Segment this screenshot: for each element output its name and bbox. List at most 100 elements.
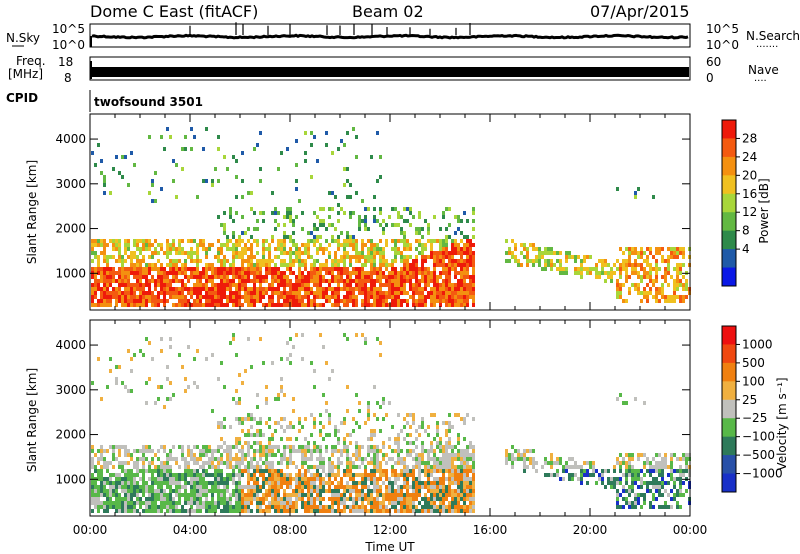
heatmap-cell — [169, 449, 172, 453]
heatmap-cell — [418, 271, 421, 275]
heatmap-cell — [100, 271, 103, 275]
heatmap-cell — [232, 251, 235, 255]
heatmap-cell — [376, 509, 379, 513]
heatmap-cell — [580, 481, 583, 485]
heatmap-cell — [355, 445, 358, 449]
heatmap-cell — [310, 299, 313, 303]
heatmap-cell — [304, 151, 307, 155]
heatmap-cell — [433, 493, 436, 497]
heatmap-cell — [394, 441, 397, 445]
heatmap-cell — [448, 251, 451, 255]
heatmap-cell — [268, 505, 271, 509]
heatmap-cell — [454, 231, 457, 235]
heatmap-cell — [163, 405, 166, 409]
heatmap-cell — [298, 295, 301, 299]
heatmap-cell — [430, 271, 433, 275]
heatmap-cell — [163, 489, 166, 493]
heatmap-cell — [433, 303, 436, 307]
heatmap-cell — [403, 485, 406, 489]
heatmap-cell — [427, 267, 430, 271]
heatmap-cell — [457, 493, 460, 497]
heatmap-cell — [154, 247, 157, 251]
heatmap-cell — [379, 473, 382, 477]
heatmap-cell — [517, 453, 520, 457]
heatmap-cell — [448, 461, 451, 465]
heatmap-cell — [622, 505, 625, 509]
heatmap-cell — [121, 279, 124, 283]
heatmap-cell — [193, 275, 196, 279]
heatmap-cell — [409, 453, 412, 457]
heatmap-cell — [640, 453, 643, 457]
heatmap-cell — [442, 489, 445, 493]
heatmap-cell — [661, 295, 664, 299]
heatmap-cell — [352, 239, 355, 243]
heatmap-cell — [412, 267, 415, 271]
heatmap-cell — [307, 247, 310, 251]
heatmap-cell — [271, 477, 274, 481]
heatmap-cell — [637, 251, 640, 255]
heatmap-cell — [163, 449, 166, 453]
heatmap-cell — [235, 211, 238, 215]
heatmap-cell — [277, 287, 280, 291]
heatmap-cell — [619, 461, 622, 465]
heatmap-cell — [121, 445, 124, 449]
heatmap-cell — [631, 457, 634, 461]
heatmap-cell — [319, 421, 322, 425]
heatmap-cell — [196, 485, 199, 489]
heatmap-cell — [619, 275, 622, 279]
heatmap-cell — [430, 239, 433, 243]
heatmap-cell — [667, 465, 670, 469]
heatmap-cell — [340, 139, 343, 143]
heatmap-cell — [214, 295, 217, 299]
heatmap-cell — [664, 295, 667, 299]
heatmap-cell — [424, 509, 427, 513]
heatmap-cell — [334, 465, 337, 469]
heatmap-cell — [472, 235, 475, 239]
heatmap-cell — [463, 485, 466, 489]
heatmap-cell — [289, 299, 292, 303]
nsky-right-tick-top: 10^5 — [706, 22, 739, 36]
heatmap-cell — [373, 445, 376, 449]
heatmap-cell — [433, 437, 436, 441]
heatmap-cell — [466, 505, 469, 509]
heatmap-cell — [193, 303, 196, 307]
heatmap-cell — [244, 433, 247, 437]
heatmap-cell — [322, 207, 325, 211]
heatmap-cell — [658, 461, 661, 465]
heatmap-cell — [136, 473, 139, 477]
heatmap-cell — [391, 279, 394, 283]
heatmap-cell — [619, 295, 622, 299]
heatmap-cell — [283, 449, 286, 453]
heatmap-cell — [442, 287, 445, 291]
heatmap-cell — [439, 465, 442, 469]
heatmap-cell — [202, 247, 205, 251]
heatmap-cell — [598, 271, 601, 275]
heatmap-cell — [313, 291, 316, 295]
heatmap-cell — [286, 493, 289, 497]
heatmap-cell — [415, 461, 418, 465]
heatmap-cell — [301, 453, 304, 457]
heatmap-cell — [322, 465, 325, 469]
heatmap-cell — [133, 267, 136, 271]
heatmap-cell — [622, 251, 625, 255]
heatmap-cell — [400, 275, 403, 279]
heatmap-cell — [223, 283, 226, 287]
heatmap-cell — [226, 267, 229, 271]
heatmap-cell — [292, 509, 295, 513]
heatmap-cell — [283, 287, 286, 291]
heatmap-cell — [652, 497, 655, 501]
heatmap-cell — [355, 481, 358, 485]
heatmap-cell — [454, 283, 457, 287]
heatmap-cell — [112, 449, 115, 453]
heatmap-cell — [199, 283, 202, 287]
heatmap-cell — [169, 259, 172, 263]
heatmap-cell — [466, 283, 469, 287]
heatmap-cell — [511, 461, 514, 465]
heatmap-cell — [214, 167, 217, 171]
heatmap-cell — [331, 493, 334, 497]
heatmap-cell — [427, 255, 430, 259]
heatmap-cell — [235, 175, 238, 179]
heatmap-cell — [259, 275, 262, 279]
heatmap-cell — [472, 477, 475, 481]
heatmap-cell — [283, 457, 286, 461]
